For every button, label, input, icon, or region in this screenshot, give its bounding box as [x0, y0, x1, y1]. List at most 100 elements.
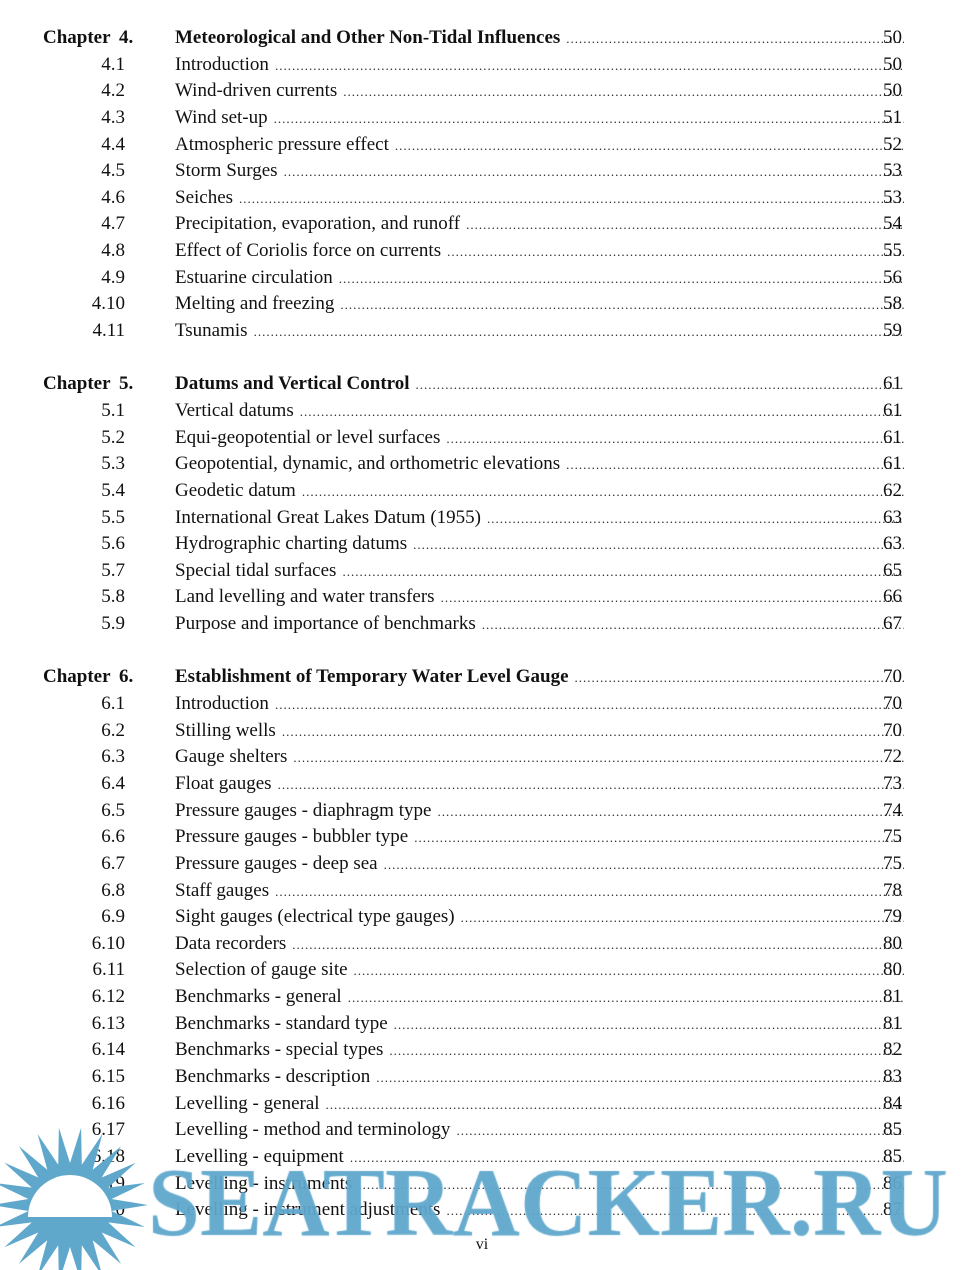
section-entry[interactable]: 4.2 Wind-driven currents 50 — [0, 78, 964, 105]
section-entry[interactable]: 6.19 Levelling - instruments 86 — [0, 1170, 964, 1199]
dot-leader — [441, 585, 904, 612]
dot-leader — [340, 292, 904, 319]
section-number: 5.3 — [101, 453, 125, 475]
section-entry[interactable]: 6.8 Staff gauges 78 — [0, 877, 964, 906]
entry-line: Levelling - equipment — [175, 1143, 904, 1172]
entry-title: Melting and freezing — [175, 291, 341, 319]
page-ref: 51 — [883, 106, 902, 128]
page-ref: 85 — [883, 1145, 902, 1167]
section-number: 4.1 — [101, 53, 125, 75]
section-entry[interactable]: 5.8 Land levelling and water transfers 66 — [0, 584, 964, 612]
dot-leader — [275, 879, 904, 906]
section-entry[interactable]: 6.17 Levelling - method and terminology 85 — [0, 1117, 964, 1144]
section-entry[interactable]: 6.4 Float gauges 73 — [0, 770, 964, 798]
section-entry[interactable]: 5.3 Geopotential, dynamic, and orthometri… — [0, 451, 964, 478]
dot-leader — [339, 266, 904, 293]
page-ref: 61 — [883, 399, 902, 421]
section-entry[interactable]: 5.1 Vertical datums 61 — [0, 397, 964, 425]
page-ref: 75 — [883, 852, 902, 874]
section-entry[interactable]: 6.18 Levelling - equipment 85 — [0, 1143, 964, 1172]
section-entry[interactable]: 6.15 Benchmarks - description 83 — [0, 1063, 964, 1091]
chapter-label: Chapter 5. — [43, 373, 134, 395]
section-number: 6.7 — [101, 852, 125, 874]
section-entry[interactable]: 6.5 Pressure gauges - diaphragm type 74 — [0, 797, 964, 825]
entry-line: Benchmarks - special types — [175, 1037, 904, 1065]
section-entry[interactable]: 5.2 Equi-geopotential or level surfaces 61 — [0, 424, 964, 452]
section-entry[interactable]: 4.8 Effect of Coriolis force on currents 5… — [0, 238, 964, 265]
section-entry[interactable]: 6.11 Selection of gauge site 80 — [0, 957, 964, 985]
dot-leader — [275, 53, 904, 80]
section-entry[interactable]: 6.6 Pressure gauges - bubbler type 75 — [0, 824, 964, 851]
section-entry[interactable]: 5.9 Purpose and importance of benchmarks 6… — [0, 611, 964, 638]
entry-line: Sight gauges (electrical type gauges) — [175, 904, 904, 932]
page-ref: 81 — [883, 1012, 902, 1034]
section-number: 6.20 — [91, 1199, 125, 1221]
chapter-entry[interactable]: Chapter 5. Datums and Vertical Control 61 — [0, 371, 964, 398]
section-entry[interactable]: 4.1 Introduction 50 — [0, 51, 964, 80]
section-entry[interactable]: 4.9 Estuarine circulation 56 — [0, 264, 964, 293]
section-entry[interactable]: 4.3 Wind set-up 51 — [0, 104, 964, 132]
section-number: 5.7 — [101, 559, 125, 581]
page-ref: 75 — [883, 826, 902, 848]
section-entry[interactable]: 4.5 Storm Surges 53 — [0, 158, 964, 185]
dot-leader — [358, 1172, 904, 1199]
section-entry[interactable]: 6.16 Levelling - general 84 — [0, 1090, 964, 1118]
section-entry[interactable]: 6.9 Sight gauges (electrical type gauges)… — [0, 904, 964, 931]
section-entry[interactable]: 5.6 Hydrographic charting datums 63 — [0, 531, 964, 558]
entry-line: Estuarine circulation — [175, 264, 904, 293]
entry-title: Establishment of Temporary Water Level G… — [175, 664, 575, 692]
section-entry[interactable]: 6.14 Benchmarks - special types 82 — [0, 1037, 964, 1064]
page-ref: 84 — [883, 1092, 902, 1114]
page-ref: 62 — [883, 479, 902, 501]
section-entry[interactable]: 6.3 Gauge shelters 72 — [0, 744, 964, 771]
section-entry[interactable]: 6.2 Stilling wells 70 — [0, 717, 964, 745]
chapter-entry[interactable]: Chapter 6. Establishment of Temporary Wat… — [0, 664, 964, 692]
section-entry[interactable]: 6.10 Data recorders 80 — [0, 930, 964, 959]
section-entry[interactable]: 6.20 Levelling - instrument adjustments 87 — [0, 1197, 964, 1224]
chapter-entry[interactable]: Chapter 4. Meteorological and Other Non-T… — [0, 25, 964, 52]
section-number: 4.11 — [92, 320, 125, 342]
dot-leader — [293, 745, 904, 772]
dot-leader — [292, 932, 904, 959]
section-entry[interactable]: 6.1 Introduction 70 — [0, 691, 964, 718]
entry-title: Purpose and importance of benchmarks — [175, 611, 482, 638]
entry-line: International Great Lakes Datum (1955) — [175, 504, 904, 533]
section-number: 5.5 — [101, 506, 125, 528]
dot-leader — [487, 506, 904, 533]
section-number: 6.1 — [101, 693, 125, 715]
dot-leader — [354, 958, 904, 985]
page-ref: 80 — [883, 932, 902, 954]
dot-leader — [416, 372, 904, 399]
section-entry[interactable]: 5.7 Special tidal surfaces 65 — [0, 557, 964, 585]
page-ref: 63 — [883, 506, 902, 528]
section-number: 6.9 — [101, 906, 125, 928]
section-entry[interactable]: 6.13 Benchmarks - standard type 81 — [0, 1010, 964, 1038]
section-entry[interactable]: 5.4 Geodetic datum 62 — [0, 477, 964, 506]
page-ref: 50 — [883, 53, 902, 75]
page-ref: 74 — [883, 799, 902, 821]
section-entry[interactable]: 6.12 Benchmarks - general 81 — [0, 984, 964, 1011]
page-number: vi — [475, 1236, 489, 1253]
page-ref: 78 — [883, 879, 902, 901]
entry-title: International Great Lakes Datum (1955) — [175, 504, 487, 532]
entry-title: Introduction — [175, 51, 275, 79]
dot-leader — [575, 665, 904, 692]
section-entry[interactable]: 4.11 Tsunamis 59 — [0, 318, 964, 345]
entry-line: Staff gauges — [175, 877, 904, 906]
entry-line: Geodetic datum — [175, 477, 904, 506]
entry-title: Meteorological and Other Non-Tidal Influ… — [175, 25, 567, 52]
dot-leader — [466, 212, 904, 239]
entry-title: Data recorders — [175, 930, 293, 958]
section-entry[interactable]: 4.10 Melting and freezing 58 — [0, 291, 964, 319]
entry-line: Hydrographic charting datums — [175, 531, 904, 559]
section-entry[interactable]: 5.5 International Great Lakes Datum (1955… — [0, 504, 964, 533]
section-number: 6.19 — [91, 1172, 125, 1194]
entry-line: Land levelling and water transfers — [175, 584, 904, 612]
section-entry[interactable]: 4.6 Seiches 53 — [0, 184, 964, 212]
section-entry[interactable]: 4.7 Precipitation, evaporation, and runof… — [0, 211, 964, 239]
page-ref: 63 — [883, 533, 902, 555]
section-entry[interactable]: 4.4 Atmospheric pressure effect 52 — [0, 131, 964, 159]
entry-title: Levelling - instruments — [175, 1170, 359, 1198]
section-entry[interactable]: 6.7 Pressure gauges - deep sea 75 — [0, 850, 964, 878]
dot-leader — [482, 612, 904, 639]
